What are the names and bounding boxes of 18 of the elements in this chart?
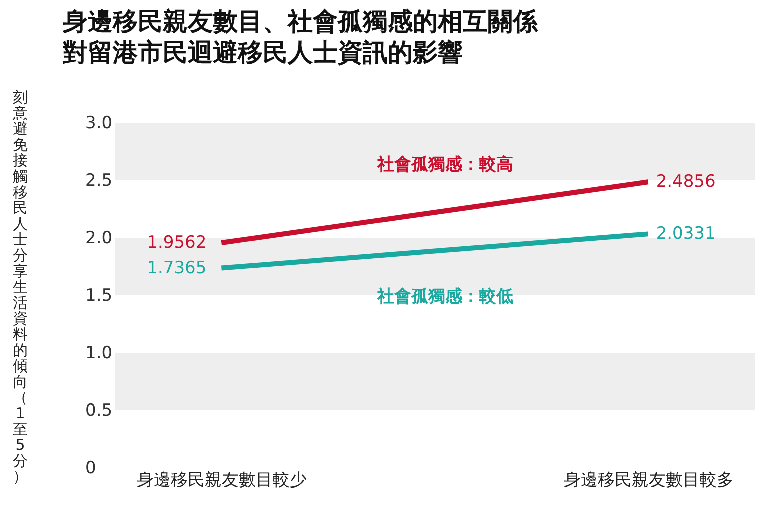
- series-label: 社會孤獨感：較低: [376, 287, 514, 308]
- chart-title: 身邊移民親友數目、社會孤獨感的相互關係: [62, 7, 539, 36]
- y-tick-label: 1.0: [86, 344, 113, 364]
- text: 刻意避免接觸移民人士分享生活資料的傾向（1至5分）: [13, 88, 28, 486]
- y-tick-label: 2.5: [86, 171, 113, 191]
- data-label: 1.7365: [147, 258, 207, 278]
- data-label: 1.9562: [147, 233, 207, 254]
- x-tick-label: 身邊移民親友數目較少: [137, 470, 308, 490]
- data-label: 2.4856: [656, 172, 716, 192]
- y-tick-label: 0: [86, 458, 96, 478]
- series-label: 社會孤獨感：較高: [376, 155, 514, 176]
- y-tick-label: 0.5: [86, 401, 113, 421]
- data-label: 2.0331: [656, 224, 716, 244]
- x-tick-label: 身邊移民親友數目較多: [564, 470, 734, 490]
- y-tick-label: 2.0: [86, 228, 113, 248]
- y-tick-label: 1.5: [86, 286, 113, 306]
- y-tick-label: 3.0: [86, 114, 113, 134]
- chart-subtitle: 對留港市民迴避移民人士資訊的影響: [62, 38, 463, 67]
